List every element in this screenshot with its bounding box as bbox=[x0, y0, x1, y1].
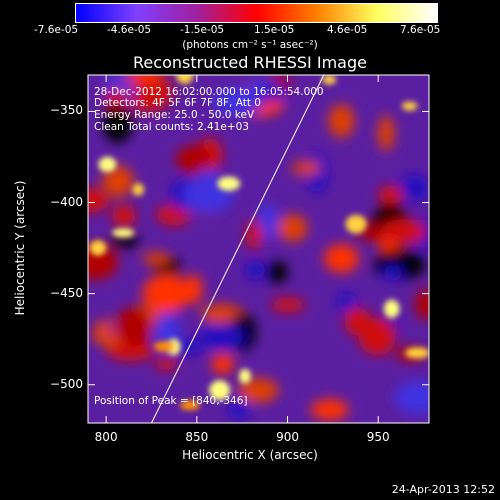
texture-blob bbox=[106, 341, 155, 361]
texture-blob bbox=[378, 115, 395, 151]
texture-blob bbox=[336, 293, 358, 312]
time-annotation: 28-Dec-2012 16:02:00.000 to 16:05:54.000 bbox=[94, 86, 324, 98]
texture-blob bbox=[379, 219, 427, 244]
texture-blob bbox=[142, 252, 170, 265]
hot-spot bbox=[345, 214, 367, 234]
texture-blob bbox=[256, 85, 289, 102]
hot-spot bbox=[239, 368, 251, 384]
colorbar-tick-label: -7.6e-05 bbox=[34, 24, 79, 36]
colorbar-unit-label: (photons cm⁻² s⁻¹ asec⁻²) bbox=[182, 39, 318, 51]
chart-title: Reconstructed RHESSI Image bbox=[133, 53, 367, 72]
y-tick-label: −350 bbox=[50, 103, 83, 118]
hot-spot bbox=[322, 75, 337, 85]
texture-blob bbox=[104, 88, 128, 110]
hot-spot bbox=[112, 228, 135, 238]
colorbar-tick-label: 4.6e-05 bbox=[327, 24, 368, 36]
hot-spot bbox=[209, 380, 231, 401]
hot-spot bbox=[405, 347, 429, 359]
texture-blob bbox=[245, 260, 266, 280]
texture-blob bbox=[415, 288, 429, 320]
plot-border bbox=[87, 74, 430, 424]
x-tick-label: 800 bbox=[94, 430, 118, 444]
texture-blob bbox=[257, 203, 279, 241]
colorbar-tick-label: -4.6e-05 bbox=[107, 24, 152, 36]
method-annotation: Clean Total counts: 2.41e+03 bbox=[94, 121, 249, 133]
texture-blob bbox=[212, 87, 264, 116]
texture-blob bbox=[111, 204, 136, 228]
hot-spot bbox=[180, 400, 200, 411]
colorbar-tick-label: 7.6e-05 bbox=[400, 24, 441, 36]
texture-blob bbox=[383, 264, 403, 282]
texture-blob bbox=[102, 105, 133, 144]
x-tick-label: 950 bbox=[366, 430, 390, 444]
texture-blob bbox=[124, 75, 164, 83]
texture-blob bbox=[88, 188, 109, 213]
texture-blob bbox=[123, 75, 173, 112]
texture-blob bbox=[291, 161, 321, 176]
texture-blob bbox=[378, 185, 404, 205]
solar-limb-line bbox=[151, 75, 325, 423]
y-tick-label: −450 bbox=[50, 285, 83, 300]
energy-annotation: Energy Range: 25.0 - 50.0 keV bbox=[94, 109, 255, 121]
texture-blob bbox=[246, 219, 263, 250]
hot-spot bbox=[89, 240, 107, 256]
hot-spot bbox=[401, 101, 418, 111]
texture-blob bbox=[199, 323, 244, 350]
hot-spot bbox=[154, 341, 176, 352]
colorbar-tick-label: -1.5e-05 bbox=[180, 24, 225, 36]
hot-spot bbox=[176, 75, 194, 85]
hot-spot bbox=[98, 156, 117, 173]
y-axis-title: Heliocentric Y (arcsec) bbox=[13, 180, 27, 316]
texture-blob bbox=[310, 399, 349, 421]
texture-blob bbox=[394, 381, 429, 414]
texture-blob bbox=[109, 235, 141, 248]
heatmap-svg bbox=[88, 75, 429, 423]
texture-blob bbox=[397, 175, 429, 201]
texture-blob bbox=[184, 274, 203, 304]
plot-area: 28-Dec-2012 16:02:00.000 to 16:05:54.000… bbox=[88, 75, 429, 423]
texture-blob bbox=[211, 353, 234, 375]
texture-blob bbox=[142, 274, 191, 313]
texture-blob bbox=[175, 145, 211, 174]
hot-spot bbox=[132, 183, 145, 196]
heatmap-background bbox=[88, 75, 429, 423]
y-tick-label: −500 bbox=[50, 376, 83, 391]
texture-blob bbox=[102, 165, 134, 197]
colorbar bbox=[75, 3, 438, 23]
peak-annotation: Position of Peak = [840,-346] bbox=[94, 395, 248, 407]
texture-blob bbox=[323, 244, 359, 273]
texture-blob bbox=[115, 307, 153, 347]
texture-blob bbox=[228, 395, 251, 420]
texture-blob bbox=[277, 214, 308, 242]
x-tick-label: 900 bbox=[276, 430, 299, 444]
hot-spot bbox=[217, 176, 241, 191]
date-stamp: 24-Apr-2013 12:52 bbox=[391, 483, 495, 496]
texture-blob bbox=[237, 378, 279, 403]
texture-blob bbox=[328, 104, 355, 138]
y-tick-label: −400 bbox=[50, 194, 83, 209]
texture-blob bbox=[267, 260, 288, 284]
colorbar-tick-label: 1.5e-05 bbox=[254, 24, 295, 36]
texture-blob bbox=[271, 297, 305, 313]
texture-blob bbox=[359, 317, 396, 356]
x-axis-title: Heliocentric X (arcsec) bbox=[182, 448, 318, 462]
hot-spot bbox=[383, 299, 400, 319]
x-tick-label: 850 bbox=[185, 430, 209, 444]
detectors-annotation: Detectors: 4F 5F 6F 7F 8F, Att 0 bbox=[94, 97, 261, 109]
texture-blob bbox=[155, 357, 178, 371]
